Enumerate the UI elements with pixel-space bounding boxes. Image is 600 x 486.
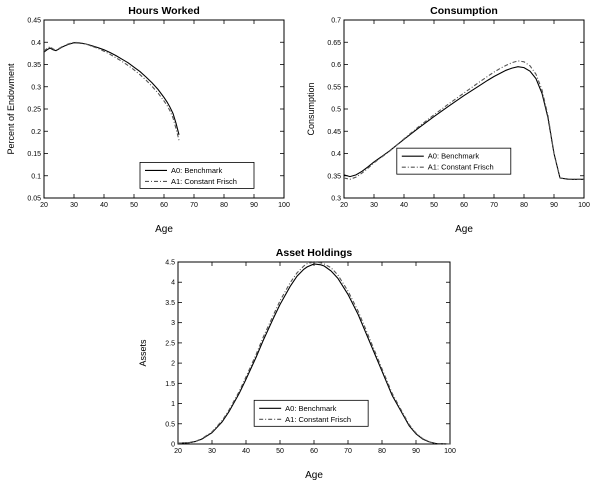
x-tick-label: 50 bbox=[130, 202, 138, 209]
x-tick-label: 100 bbox=[444, 448, 456, 455]
y-tick-label: 1.5 bbox=[165, 381, 175, 388]
y-tick-label: 4.5 bbox=[165, 260, 175, 267]
x-tick-label: 20 bbox=[174, 448, 182, 455]
y-tick-label: 0 bbox=[171, 442, 175, 449]
y-tick-label: 0.3 bbox=[31, 84, 41, 91]
x-tick-label: 30 bbox=[370, 202, 378, 209]
legend-label: A1: Constant Frisch bbox=[428, 163, 494, 172]
chart-asset-holdings: Asset Holdings Age Assets 20 30 40 50 60 70 80… bbox=[134, 244, 466, 486]
legend-label: A0: Benchmark bbox=[428, 152, 480, 161]
y-tick-label: 0.3 bbox=[331, 196, 341, 203]
plot-area-consumption: Consumption Age Consumption 20 30 40 50 60 70… bbox=[306, 5, 590, 235]
x-tick-label: 90 bbox=[250, 202, 258, 209]
y-axis-label: Assets bbox=[138, 339, 148, 367]
y-tick-label: 0.15 bbox=[27, 151, 41, 158]
series-line bbox=[177, 263, 451, 445]
y-tick-label: 0.45 bbox=[327, 129, 341, 136]
x-tick-label: 30 bbox=[70, 202, 78, 209]
y-tick-label: 0.5 bbox=[331, 107, 341, 114]
x-tick-label: 70 bbox=[490, 202, 498, 209]
legend-label: A0: Benchmark bbox=[171, 166, 223, 175]
y-axis-label: Consumption bbox=[306, 82, 316, 135]
legend-label: A0: Benchmark bbox=[285, 404, 337, 413]
y-tick-label: 0.4 bbox=[31, 40, 41, 47]
x-tick-label: 40 bbox=[100, 202, 108, 209]
x-tick-label: 80 bbox=[520, 202, 528, 209]
y-tick-label: 0.1 bbox=[31, 173, 41, 180]
chart-title: Asset Holdings bbox=[276, 247, 353, 259]
x-tick-label: 40 bbox=[242, 448, 250, 455]
y-tick-label: 0.45 bbox=[27, 18, 41, 25]
y-tick-label: 0.6 bbox=[331, 62, 341, 69]
y-tick-label: 3.5 bbox=[165, 300, 175, 307]
legend-label: A1: Constant Frisch bbox=[171, 177, 237, 186]
x-axis-label: Age bbox=[155, 224, 173, 235]
chart-hours-worked: Hours Worked Age Percent of Endowment 20… bbox=[4, 2, 296, 242]
x-tick-label: 60 bbox=[160, 202, 168, 209]
y-tick-label: 2.5 bbox=[165, 340, 175, 347]
legend-box bbox=[396, 147, 512, 175]
series-line bbox=[343, 60, 584, 180]
x-tick-label: 80 bbox=[220, 202, 228, 209]
plot-area-hours-worked: Hours Worked Age Percent of Endowment 20… bbox=[6, 5, 290, 235]
x-tick-label: 100 bbox=[278, 202, 290, 209]
series-line bbox=[177, 261, 451, 445]
x-tick-label: 20 bbox=[40, 202, 48, 209]
x-tick-label: 60 bbox=[310, 448, 318, 455]
chart-title: Hours Worked bbox=[128, 5, 200, 17]
legend-label: A1: Constant Frisch bbox=[285, 415, 351, 424]
y-tick-label: 0.35 bbox=[27, 62, 41, 69]
series-line bbox=[343, 66, 584, 180]
legend-box bbox=[139, 161, 255, 189]
x-tick-label: 90 bbox=[412, 448, 420, 455]
y-tick-label: 4 bbox=[171, 280, 175, 287]
series-line bbox=[43, 41, 180, 141]
x-tick-label: 70 bbox=[190, 202, 198, 209]
x-axis-label: Age bbox=[305, 470, 323, 481]
x-tick-label: 60 bbox=[460, 202, 468, 209]
y-tick-label: 0.35 bbox=[327, 173, 341, 180]
x-tick-label: 100 bbox=[578, 202, 590, 209]
y-axis-label: Percent of Endowment bbox=[6, 63, 16, 155]
x-tick-label: 20 bbox=[340, 202, 348, 209]
plot-area-asset-holdings: Asset Holdings Age Assets 20 30 40 50 60 70 80… bbox=[138, 247, 456, 481]
x-tick-label: 50 bbox=[430, 202, 438, 209]
series-line bbox=[43, 42, 180, 135]
y-tick-label: 0.2 bbox=[31, 129, 41, 136]
chart-title: Consumption bbox=[430, 5, 498, 17]
y-tick-label: 1 bbox=[171, 401, 175, 408]
y-tick-label: 0.05 bbox=[27, 196, 41, 203]
x-tick-label: 70 bbox=[344, 448, 352, 455]
x-tick-label: 50 bbox=[276, 448, 284, 455]
y-tick-label: 3 bbox=[171, 320, 175, 327]
y-tick-label: 0.4 bbox=[331, 151, 341, 158]
y-tick-label: 0.5 bbox=[165, 421, 175, 428]
legend-box bbox=[253, 399, 369, 427]
x-axis-label: Age bbox=[455, 224, 473, 235]
y-tick-label: 0.55 bbox=[327, 84, 341, 91]
x-tick-label: 30 bbox=[208, 448, 216, 455]
x-tick-label: 80 bbox=[378, 448, 386, 455]
y-tick-label: 0.65 bbox=[327, 40, 341, 47]
chart-consumption: Consumption Age Consumption 20 30 40 50 60 70… bbox=[304, 2, 596, 242]
x-tick-label: 90 bbox=[550, 202, 558, 209]
y-tick-label: 0.25 bbox=[27, 107, 41, 114]
y-tick-label: 2 bbox=[171, 361, 175, 368]
y-tick-label: 0.7 bbox=[331, 18, 341, 25]
x-tick-label: 40 bbox=[400, 202, 408, 209]
